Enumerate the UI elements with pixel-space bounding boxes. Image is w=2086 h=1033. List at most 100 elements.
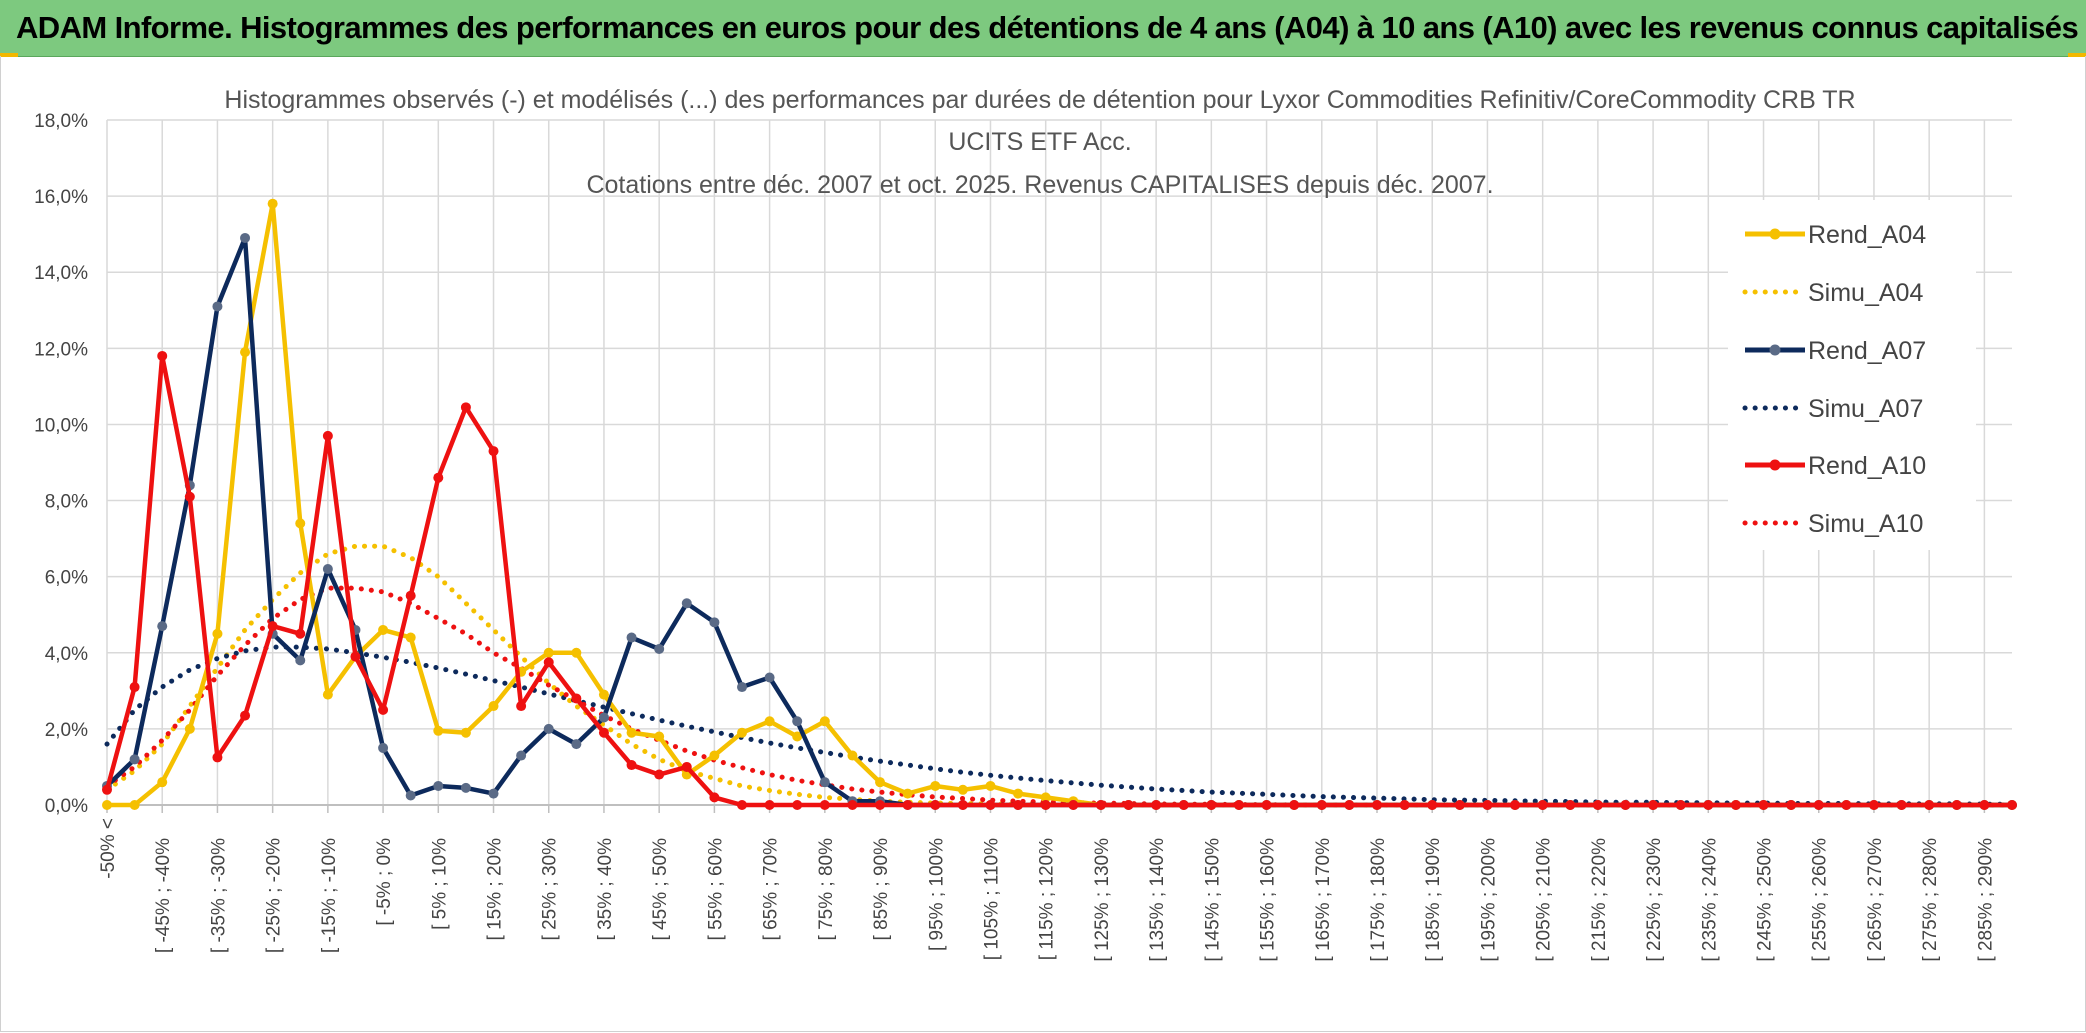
point-Rend_A04 xyxy=(405,632,416,643)
point-Rend_A10 xyxy=(543,657,554,668)
point-Rend_A07 xyxy=(129,754,140,765)
point-Rend_A10 xyxy=(267,621,278,632)
point-Rend_A04 xyxy=(819,716,830,727)
y-axis-ticks: 0,0% 2,0% 4,0% 6,0% 8,0% 10,0% 12,0% 14,0% 16,0%… xyxy=(34,111,88,817)
point-Rend_A04 xyxy=(212,628,223,639)
legend-box xyxy=(1728,200,1976,550)
series-Simu_A10 xyxy=(104,585,2015,808)
point-Rend_A07 xyxy=(378,742,389,753)
x-tick-label: [ 285% ; 290% xyxy=(1975,838,1996,962)
point-Rend_A07 xyxy=(709,617,720,628)
y-tick-label: 14,0% xyxy=(34,263,88,284)
point-Rend_A10 xyxy=(488,446,499,457)
y-tick-label: 16,0% xyxy=(34,187,88,208)
point-Rend_A07 xyxy=(212,301,223,312)
point-Rend_A07 xyxy=(295,655,306,666)
line-Simu_A10 xyxy=(104,585,2015,808)
point-Rend_A10 xyxy=(654,769,665,780)
point-Rend_A07 xyxy=(405,790,416,801)
point-Rend_A10 xyxy=(1261,800,1272,810)
y-tick-label: 8,0% xyxy=(45,492,88,513)
title-banner: ADAM Informe. Histogrammes des performan… xyxy=(0,0,2086,57)
y-tick-label: 10,0% xyxy=(34,415,88,436)
point-Rend_A10 xyxy=(1813,800,1824,810)
point-Rend_A10 xyxy=(626,760,637,771)
point-Rend_A10 xyxy=(350,651,361,662)
point-Rend_A10 xyxy=(1316,800,1327,810)
x-tick-label: [ 115% ; 120% xyxy=(1037,838,1058,960)
x-tick-label: [ -25% ; -20% xyxy=(264,838,285,953)
point-Rend_A10 xyxy=(1427,800,1438,810)
x-tick-label: [ -45% ; -40% xyxy=(153,838,174,953)
series-Simu_A07 xyxy=(104,644,2015,807)
x-tick-label: [ 155% ; 160% xyxy=(1258,838,1279,962)
point-Rend_A10 xyxy=(1040,800,1051,810)
point-Rend_A10 xyxy=(1123,800,1134,810)
legend-label: Simu_A04 xyxy=(1808,279,1923,307)
point-Rend_A04 xyxy=(460,727,471,738)
point-Rend_A07 xyxy=(764,672,775,683)
point-Rend_A10 xyxy=(516,701,527,712)
point-Rend_A04 xyxy=(1040,792,1051,803)
point-Rend_A07 xyxy=(792,716,803,727)
x-tick-label: [ 145% ; 150% xyxy=(1202,838,1223,962)
chart-title-line-1: Histogrammes observés (-) et modélisés (… xyxy=(224,86,1855,114)
point-Rend_A04 xyxy=(571,647,582,658)
point-Rend_A04 xyxy=(902,788,913,799)
x-tick-label: [ 205% ; 210% xyxy=(1534,838,1555,962)
point-Rend_A04 xyxy=(157,777,168,788)
legend-item-Simu_A10: Simu_A10 xyxy=(1742,510,1923,538)
x-tick-label: [ 55% ; 60% xyxy=(705,838,726,941)
x-tick-label: [ -35% ; -30% xyxy=(208,838,229,953)
point-Rend_A07 xyxy=(157,621,168,632)
point-Rend_A10 xyxy=(1786,800,1797,810)
point-Rend_A10 xyxy=(212,752,223,763)
point-Rend_A10 xyxy=(1510,800,1521,810)
line-Rend_A10 xyxy=(104,353,2012,808)
point-Rend_A10 xyxy=(819,800,830,810)
point-Rend_A04 xyxy=(709,750,720,761)
x-tick-label: [ 15% ; 20% xyxy=(485,838,506,941)
point-Rend_A10 xyxy=(902,800,913,810)
point-Rend_A10 xyxy=(378,704,389,715)
gridlines xyxy=(106,119,2012,813)
point-Rend_A10 xyxy=(792,800,803,810)
point-Rend_A10 xyxy=(1537,800,1548,810)
point-Rend_A07 xyxy=(654,643,665,654)
point-Rend_A10 xyxy=(1372,800,1382,810)
point-Rend_A10 xyxy=(1896,800,1907,810)
x-tick-label: [ 5% ; 10% xyxy=(429,838,450,930)
point-Rend_A04 xyxy=(240,347,251,358)
corner-accent-left xyxy=(0,53,18,57)
point-Rend_A10 xyxy=(1979,800,1990,810)
x-tick-label: [ 35% ; 40% xyxy=(595,838,616,941)
y-tick-label: 0,0% xyxy=(45,796,88,817)
point-Rend_A10 xyxy=(957,800,968,810)
x-axis-ticks: -50% < [ -45% ; -40% [ -35% ; -30% [ -25% ;… xyxy=(98,818,1996,962)
point-Rend_A07 xyxy=(433,780,444,791)
point-Rend_A04 xyxy=(267,198,278,209)
point-Rend_A04 xyxy=(930,780,941,791)
point-Rend_A10 xyxy=(1841,800,1852,810)
point-Rend_A07 xyxy=(737,682,747,693)
point-Rend_A10 xyxy=(1344,800,1355,810)
point-Rend_A04 xyxy=(957,784,968,795)
point-Rend_A10 xyxy=(184,491,195,502)
point-Rend_A04 xyxy=(322,689,333,700)
x-tick-label: [ 225% ; 230% xyxy=(1644,838,1665,962)
x-tick-label: [ 85% ; 90% xyxy=(871,838,892,941)
point-Rend_A10 xyxy=(460,402,471,413)
point-Rend_A10 xyxy=(1068,800,1079,810)
series-Rend_A10 xyxy=(102,350,2017,810)
point-Rend_A10 xyxy=(571,693,582,704)
legend-label: Rend_A07 xyxy=(1808,337,1926,365)
point-Rend_A10 xyxy=(598,727,609,738)
point-Rend_A10 xyxy=(129,682,140,693)
point-Rend_A10 xyxy=(1868,800,1879,810)
legend-label: Simu_A10 xyxy=(1808,510,1923,538)
point-Rend_A04 xyxy=(626,727,637,738)
legend-label: Rend_A04 xyxy=(1808,221,1926,249)
point-Rend_A10 xyxy=(1758,800,1769,810)
line-Simu_A07 xyxy=(104,644,2015,807)
